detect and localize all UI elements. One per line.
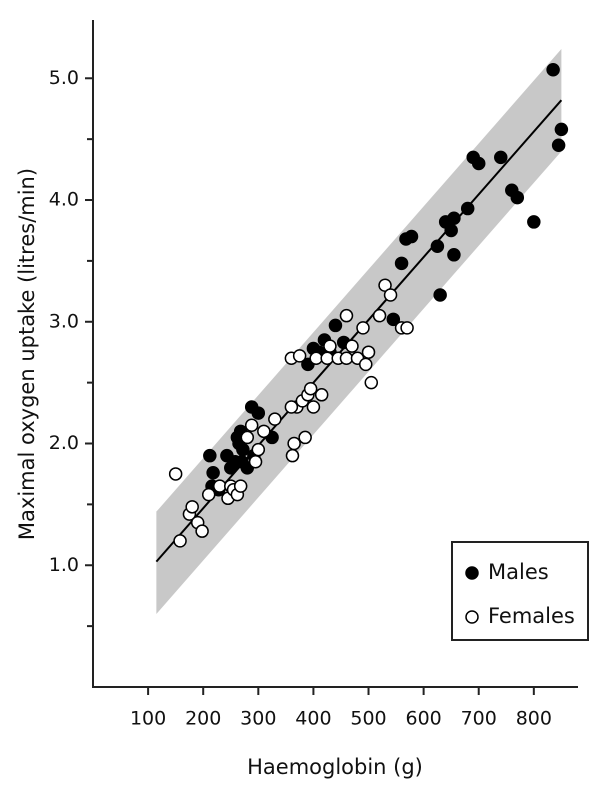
y-tick-label: 4.0 [49,189,79,211]
data-point [235,455,249,469]
y-tick-label: 1.0 [49,554,79,576]
data-point [284,400,299,414]
data-point [339,351,354,366]
data-point [268,412,282,426]
x-tick-label: 300 [240,708,276,730]
data-point [320,351,334,366]
data-point [195,524,209,538]
data-point [364,375,379,390]
data-point [328,318,343,333]
data-point [339,308,354,323]
data-point [551,138,566,152]
data-point [257,424,271,439]
data-point [251,406,266,420]
data-point [240,430,255,445]
data-point [471,156,486,171]
data-point [303,381,318,396]
data-point [404,229,419,244]
legend-box [451,541,589,641]
data-point [372,308,387,323]
data-point [201,487,216,502]
x-tick-label: 100 [130,708,166,730]
legend-marker [465,610,479,624]
data-point [309,351,323,366]
data-point [383,288,398,302]
data-point [298,430,312,445]
data-point [359,357,373,372]
plot-area [155,49,569,614]
data-point [400,321,414,335]
data-point [494,150,508,165]
x-tick-label: 500 [350,708,386,730]
data-point [285,448,300,463]
data-point [447,248,461,262]
legend-label: Males [488,560,549,584]
data-point [168,467,183,481]
data-point [447,211,461,226]
data-point [206,465,220,480]
x-axis-title: Haemoglobin (g) [247,755,423,779]
data-point [356,321,370,335]
x-tick-label: 600 [405,708,441,730]
x-tick-label: 700 [461,708,497,730]
data-point [314,388,329,402]
data-point [287,436,301,451]
data-point [554,122,569,137]
data-point [546,63,560,77]
y-tick-label: 2.0 [49,432,79,454]
data-point [444,223,458,238]
data-point [361,345,376,359]
data-point [386,312,401,327]
y-tick-label: 5.0 [49,67,79,89]
data-point [430,239,445,254]
data-point [233,479,248,493]
data-point [306,400,321,414]
data-point [433,288,447,302]
data-point [323,339,337,353]
data-point [394,256,409,271]
data-point [345,339,359,353]
data-point [460,201,475,216]
data-point [203,448,217,463]
data-point [251,442,266,457]
data-point [173,534,187,548]
data-point [527,215,541,229]
x-tick-label: 200 [185,708,221,730]
data-point [185,500,199,514]
y-tick-label: 3.0 [49,310,79,332]
x-tick-label: 800 [516,708,552,730]
data-point [510,190,525,205]
data-point [244,418,259,432]
y-axis-title: Maximal oxygen uptake (litres/min) [15,168,39,540]
legend-label: Females [488,604,575,628]
x-tick-label: 400 [295,708,331,730]
data-point [212,479,227,493]
data-point [292,349,307,363]
legend-marker [465,566,479,580]
data-point [248,455,263,469]
